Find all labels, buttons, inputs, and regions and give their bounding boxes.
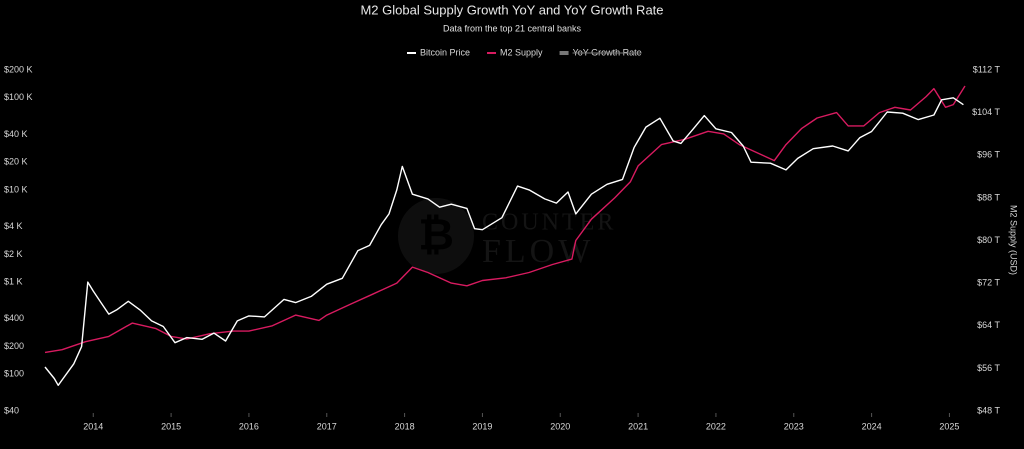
x-tick-label: 2018 (395, 421, 415, 431)
y-tick-label: $10 K (4, 184, 28, 194)
y2-axis-label: M2 Supply (USD) (1009, 205, 1019, 275)
series-line (44, 85, 966, 354)
x-tick-label: 2022 (706, 421, 726, 431)
y-tick-label: $200 (4, 341, 24, 351)
y-tick-label: $100 (4, 369, 24, 379)
y-tick-label: $20 K (4, 157, 28, 167)
y-tick-label: $40 K (4, 129, 28, 139)
x-tick-label: 2021 (628, 421, 648, 431)
legend-label[interactable]: YoY Growth Rate (573, 47, 642, 57)
y2-tick-label: $96 T (977, 150, 1000, 160)
y2-tick-label: $104 T (972, 107, 1000, 117)
x-tick-label: 2020 (550, 421, 570, 431)
y2-tick-label: $112 T (973, 64, 1001, 74)
y2-tick-label: $56 T (977, 363, 1000, 373)
x-tick-label: 2023 (784, 421, 804, 431)
y-tick-label: $200 K (4, 64, 33, 74)
y-tick-label: $4 K (4, 221, 23, 231)
y-tick-label: $400 (4, 313, 24, 323)
x-tick-label: 2024 (862, 421, 882, 431)
y2-tick-label: $48 T (977, 405, 1000, 415)
legend-label[interactable]: M2 Supply (500, 47, 543, 57)
watermark-logo (398, 198, 474, 274)
y-tick-label: $100 K (4, 92, 33, 102)
x-tick-label: 2019 (472, 421, 492, 431)
chart-title: M2 Global Supply Growth YoY and YoY Grow… (360, 2, 663, 17)
y-tick-label: $1 K (4, 277, 23, 287)
watermark: ₿ COUNTER FLOW (398, 198, 616, 274)
y2-tick-label: $64 T (977, 320, 1000, 330)
watermark-icon: ₿ (418, 211, 454, 260)
y2-tick-label: $88 T (977, 192, 1000, 202)
x-tick-label: 2014 (83, 421, 103, 431)
y-tick-label: $40 (4, 405, 19, 415)
x-tick-label: 2016 (239, 421, 259, 431)
watermark-text: FLOW (482, 233, 594, 270)
legend-label[interactable]: Bitcoin Price (420, 47, 470, 57)
x-tick-label: 2017 (317, 421, 337, 431)
watermark-text: COUNTER (482, 210, 616, 236)
series-line (44, 97, 964, 386)
x-tick-label: 2015 (161, 421, 181, 431)
chart-subtitle: Data from the top 21 central banks (443, 23, 582, 33)
y2-tick-label: $72 T (977, 278, 1000, 288)
y2-tick-label: $80 T (977, 235, 1000, 245)
x-tick-label: 2025 (939, 421, 959, 431)
y-tick-label: $2 K (4, 249, 23, 259)
